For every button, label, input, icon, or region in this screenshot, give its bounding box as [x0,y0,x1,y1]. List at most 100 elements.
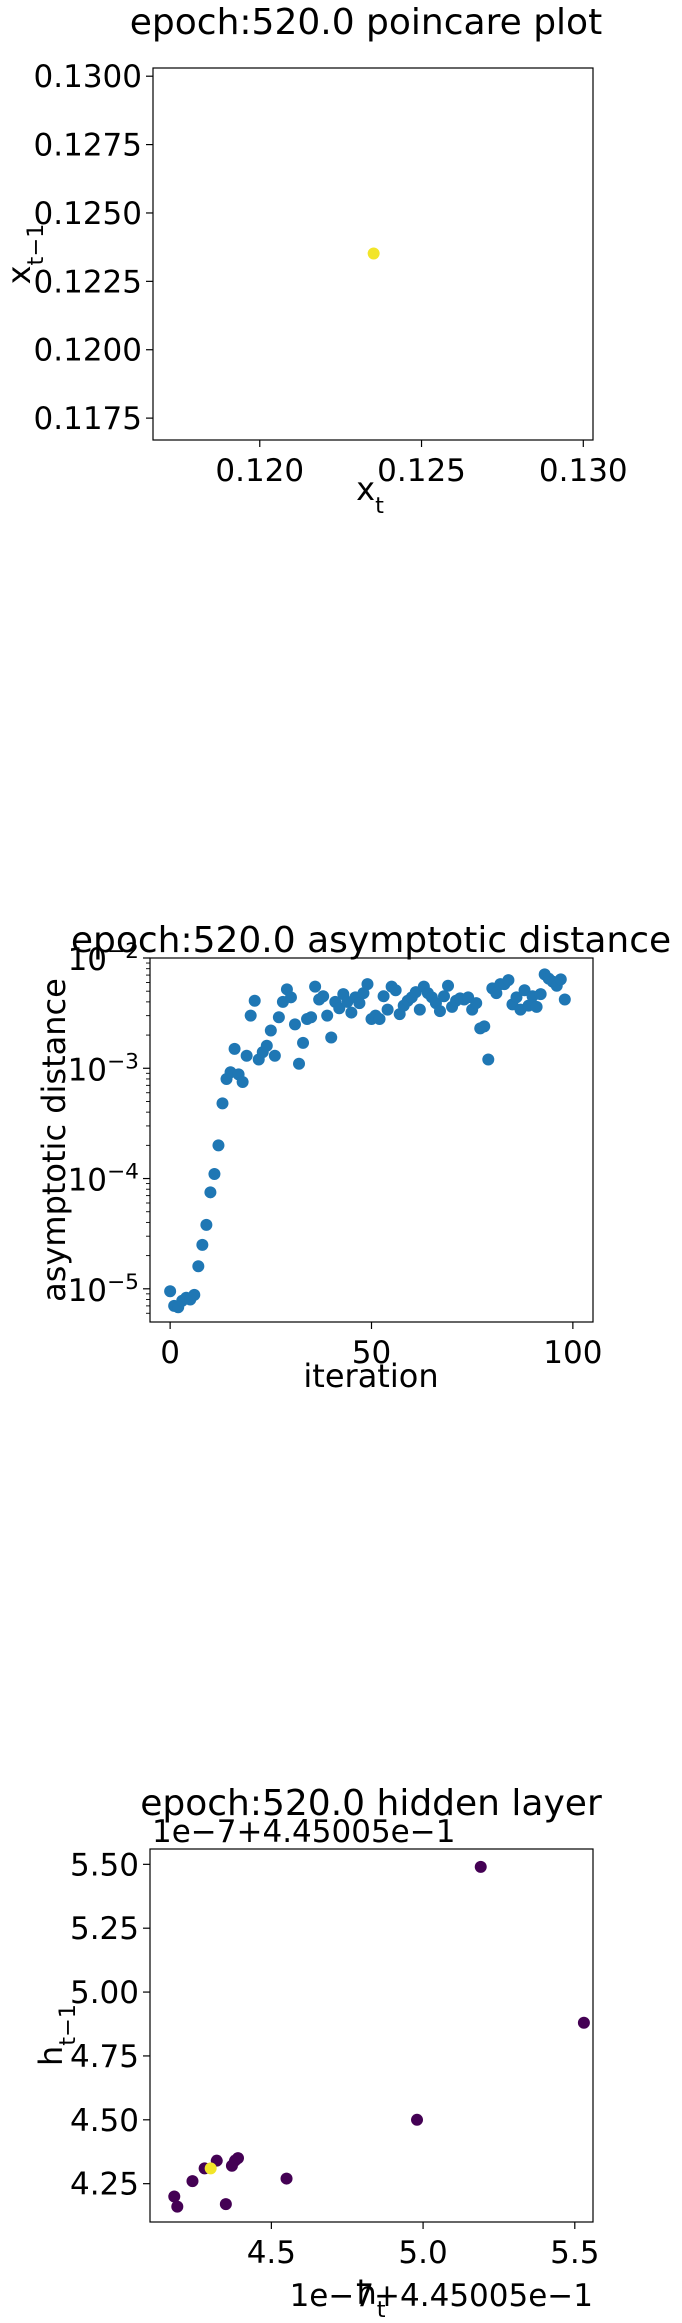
y-tick-label: 0.1175 [34,401,142,437]
y-tick-base: 10 [68,1273,107,1309]
y-tick-exponent: −5 [107,1269,139,1294]
scatter-point [333,1002,346,1015]
chart-title: epoch:520.0 hidden layer [140,1783,602,1824]
y-tick-label: 4.50 [70,2103,139,2139]
x-tick-label: 5.5 [550,2235,599,2271]
scatter-point [248,994,261,1007]
scatter-point [212,1139,225,1152]
y-tick-base: 10 [68,1052,107,1088]
scatter-point [204,1186,217,1199]
x-tick-label: 5.0 [398,2235,447,2271]
y-tick-label: 5.25 [70,1911,139,1947]
scatter-point [317,990,330,1003]
scatter-point [381,1003,394,1016]
plot-frame [149,957,594,1323]
y-tick-label: 0.1300 [34,59,142,95]
scatter-point [433,1005,446,1018]
scatter-point [325,1031,338,1044]
scatter-point [373,1012,386,1025]
x-tick-label: 0.130 [539,453,628,489]
scatter-point [442,979,455,992]
scatter-point [216,1097,229,1110]
scatter-point [558,993,571,1006]
y-axis-label: asymptotic distance [35,978,73,1302]
scatter-point [305,1011,318,1024]
scatter-point [260,1039,273,1052]
y-tick-label: 10−2 [68,939,139,979]
scatter-point [171,2200,184,2213]
y-tick-label: 0.1275 [34,128,142,164]
x-offset-text: 1e−7+4.45005e−1 [290,2278,593,2314]
scatter-point [357,987,370,1000]
y-tick-base: 10 [68,942,107,978]
x-axis-label: iteration [303,1357,438,1395]
scatter-point [413,1003,426,1016]
y-offset-text: 1e−7+4.45005e−1 [152,1814,455,1850]
y-tick-label: 0.1200 [34,333,142,369]
scatter-point [164,1285,177,1298]
scatter-point [474,1860,487,1873]
scatter-point [280,2172,293,2185]
scatter-point [297,1036,310,1049]
scatter-point [490,987,503,1000]
chart-title: epoch:520.0 poincare plot [130,2,602,43]
y-tick-label: 0.1250 [34,196,142,232]
y-tick-label: 10−5 [68,1269,139,1309]
scatter-point [577,2016,590,2029]
scatter-point [244,1009,257,1022]
poincare-plot-chart: epoch:520.0 poincare plot 0.120 0.125 0.130… [0,2,628,519]
scatter-point [186,2175,199,2188]
y-tick-label: 0.1225 [34,264,142,300]
scatter-point [228,1042,241,1055]
y-tick-label: 10−3 [68,1049,139,1089]
scatter-point [554,973,567,986]
y-tick-label: 5.50 [70,1847,139,1883]
y-tick-exponent: −3 [107,1049,139,1074]
scatter-point [240,1049,253,1062]
y-tick-label: 4.25 [70,2167,139,2203]
x-tick-label: 0.125 [377,453,466,489]
scatter-point [470,997,483,1010]
scatter-point [389,984,402,997]
scatter-point [208,1167,221,1180]
chart-title: epoch:520.0 asymptotic distance [71,920,671,961]
x-tick-label: 50 [352,1335,391,1371]
scatter-point [309,980,322,993]
x-tick-label: 100 [543,1335,602,1371]
x-tick-label: 4.5 [247,2235,296,2271]
scatter-point [377,990,390,1003]
scatter-point [225,2159,238,2172]
scatter-point [502,974,515,987]
scatter-point [361,978,374,991]
scatter-point [268,1049,281,1062]
scatter-point [264,1024,277,1037]
scatter-point [510,991,523,1004]
y-tick-label: 5.00 [70,1975,139,2011]
scatter-point [272,1011,285,1024]
scatter-point [288,1018,301,1031]
scatter-point [437,990,450,1003]
y-tick-base: 10 [68,1163,107,1199]
scatter-point [188,1288,201,1301]
y-tick-label: 4.75 [70,2039,139,2075]
y-tick-label: 10−4 [68,1159,139,1199]
scatter-point [321,1009,334,1022]
scatter-point [284,991,297,1004]
scatter-point [345,1006,358,1019]
y-tick-exponent: −4 [107,1159,139,1184]
scatter-point [411,2113,424,2126]
scatter-point [200,1218,213,1231]
scatter-point [293,1057,306,1070]
scatter-point [196,1238,209,1251]
scatter-point [367,247,380,260]
hidden-layer-chart: epoch:520.0 hidden layer1e−7+4.45005e−14… [32,1783,602,2323]
plot-frame [149,1848,594,2223]
scatter-point [534,988,547,1001]
scatter-point [482,1053,495,1066]
scatter-point [530,1000,543,1013]
scatter-point [478,1020,491,1033]
plot-frame [152,67,594,441]
x-tick-label: 0.120 [215,453,304,489]
